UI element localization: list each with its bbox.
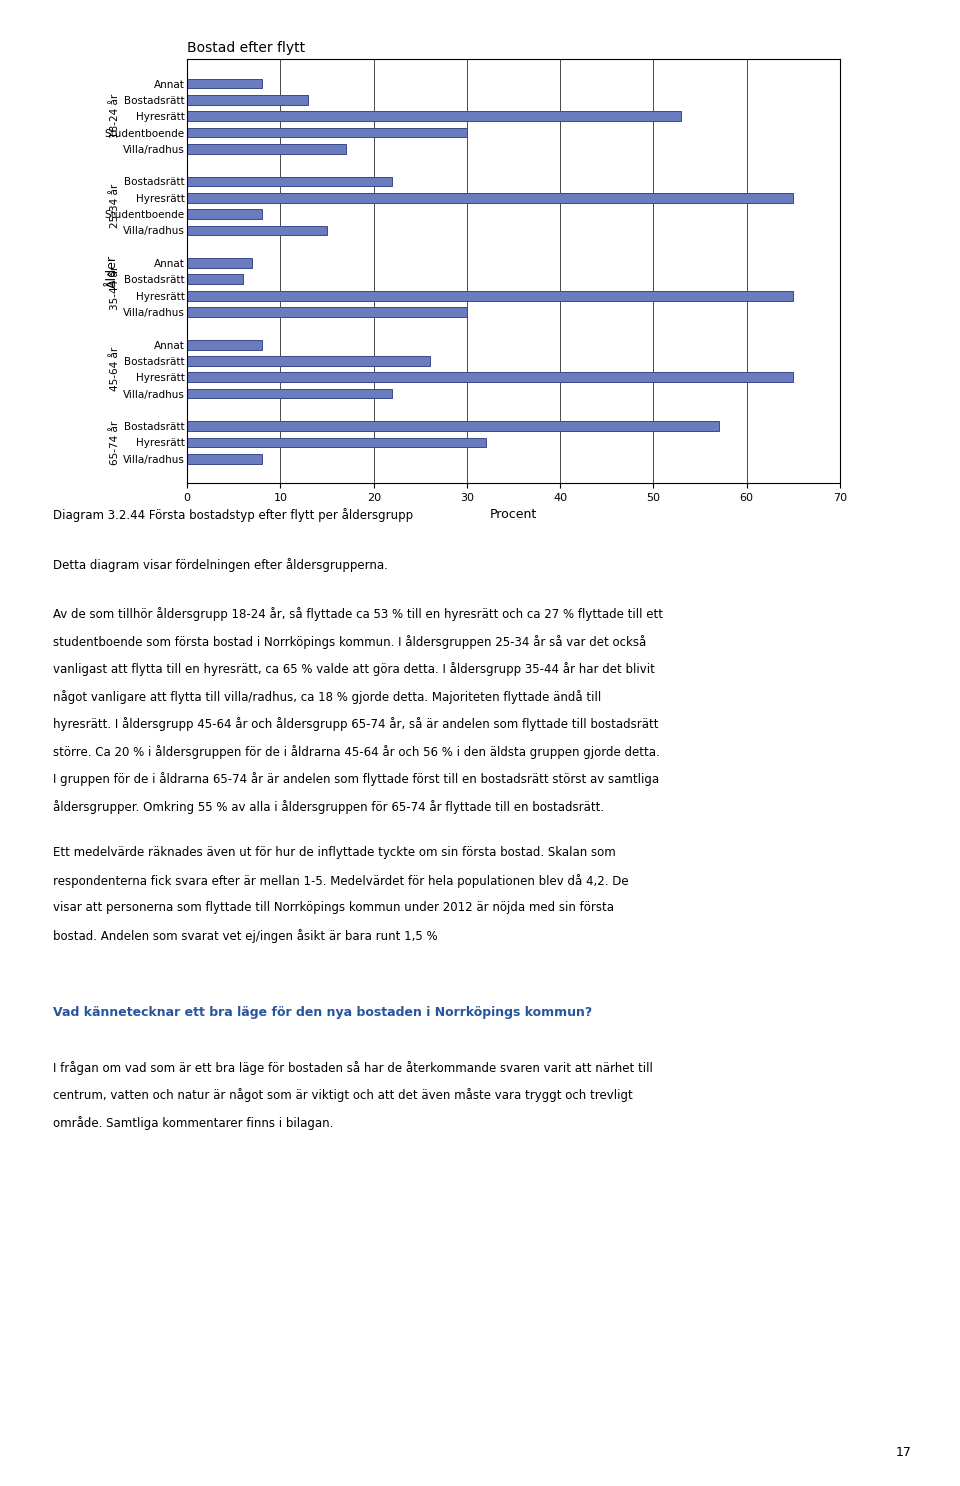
Bar [187,357,430,366]
Bar [187,111,682,120]
Text: åldersgrupper. Omkring 55 % av alla i åldersgruppen för 65-74 år flyttade till e: åldersgrupper. Omkring 55 % av alla i ål… [53,799,604,814]
Bar [187,275,243,284]
Bar [187,373,793,382]
Bar [187,210,262,218]
Text: 25-34 år: 25-34 år [110,184,120,227]
X-axis label: Procent: Procent [490,508,538,522]
Text: Bostad efter flytt: Bostad efter flytt [187,42,305,55]
Bar [187,437,486,447]
Bar [187,389,393,398]
Bar [187,95,308,106]
Bar [187,177,393,186]
Text: 18-24 år: 18-24 år [110,94,120,138]
Text: 35-44 år: 35-44 år [110,266,120,309]
Bar [187,340,262,349]
Text: I gruppen för de i åldrarna 65-74 år är andelen som flyttade först till en bosta: I gruppen för de i åldrarna 65-74 år är … [53,773,659,786]
Text: något vanligare att flytta till villa/radhus, ca 18 % gjorde detta. Majoriteten : något vanligare att flytta till villa/ra… [53,690,601,704]
Text: hyresrätt. I åldersgrupp 45-64 år och åldersgrupp 65-74 år, så är andelen som fl: hyresrätt. I åldersgrupp 45-64 år och ål… [53,718,659,731]
Text: område. Samtliga kommentarer finns i bilagan.: område. Samtliga kommentarer finns i bil… [53,1116,333,1129]
Bar [187,259,252,267]
Text: 65-74 år: 65-74 år [110,421,120,465]
Text: centrum, vatten och natur är något som är viktigt och att det även måste vara tr: centrum, vatten och natur är något som ä… [53,1088,633,1103]
Bar [187,422,719,431]
Text: bostad. Andelen som svarat vet ej/ingen åsikt är bara runt 1,5 %: bostad. Andelen som svarat vet ej/ingen … [53,929,438,942]
Text: vanligast att flytta till en hyresrätt, ca 65 % valde att göra detta. I åldersgr: vanligast att flytta till en hyresrätt, … [53,663,655,676]
Text: respondenterna fick svara efter är mellan 1-5. Medelvärdet för hela populationen: respondenterna fick svara efter är mella… [53,874,629,887]
Text: 17: 17 [896,1446,912,1459]
Text: 45-64 år: 45-64 år [110,346,120,391]
Bar [187,291,793,300]
Text: Diagram 3.2.44 Första bostadstyp efter flytt per åldersgrupp: Diagram 3.2.44 Första bostadstyp efter f… [53,508,413,522]
Text: Av de som tillhör åldersgrupp 18-24 år, så flyttade ca 53 % till en hyresrätt oc: Av de som tillhör åldersgrupp 18-24 år, … [53,608,662,621]
Text: visar att personerna som flyttade till Norrköpings kommun under 2012 är nöjda me: visar att personerna som flyttade till N… [53,902,613,914]
Text: I frågan om vad som är ett bra läge för bostaden så har de återkommande svaren v: I frågan om vad som är ett bra läge för … [53,1061,653,1074]
Bar [187,79,262,89]
Text: Ett medelvärde räknades även ut för hur de inflyttade tyckte om sin första bosta: Ett medelvärde räknades även ut för hur … [53,847,615,859]
Bar [187,453,262,464]
Bar [187,128,467,137]
Text: Detta diagram visar fördelningen efter åldersgrupperna.: Detta diagram visar fördelningen efter å… [53,557,388,572]
Text: Ålder: Ålder [106,254,119,288]
Text: större. Ca 20 % i åldersgruppen för de i åldrarna 45-64 år och 56 % i den äldsta: större. Ca 20 % i åldersgruppen för de i… [53,744,660,759]
Bar [187,144,346,153]
Bar [187,193,793,202]
Text: Vad kännetecknar ett bra läge för den nya bostaden i Norrköpings kommun?: Vad kännetecknar ett bra läge för den ny… [53,1006,592,1019]
Text: studentboende som första bostad i Norrköpings kommun. I åldersgruppen 25-34 år s: studentboende som första bostad i Norrkö… [53,635,646,649]
Bar [187,308,467,317]
Bar [187,226,327,235]
